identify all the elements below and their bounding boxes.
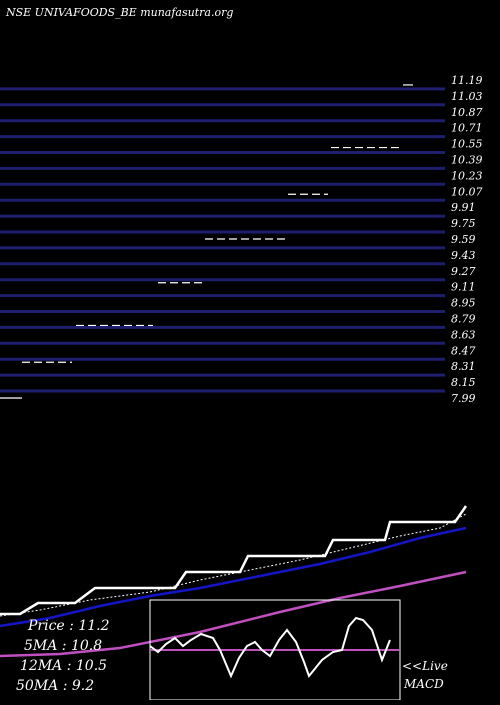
price-level-label-8: 9.91 [451, 201, 476, 214]
macd-line [149, 616, 391, 679]
price-line [0, 505, 468, 616]
legend-ma50: 50MA : 9.2 [16, 678, 94, 694]
legend-price: Price : 11.2 [27, 618, 110, 634]
ma5-line [0, 513, 467, 617]
price-level-label-2: 10.87 [451, 106, 483, 119]
price-level-label-10: 9.59 [451, 233, 476, 246]
chart-title: NSE UNIVAFOODS_BE munafasutra.org [5, 6, 233, 19]
price-level-label-7: 10.07 [451, 185, 483, 198]
price-level-label-12: 9.27 [451, 265, 476, 278]
price-level-label-11: 9.43 [451, 249, 476, 262]
ma12-line [0, 526, 467, 628]
price-level-label-14: 8.95 [451, 297, 476, 310]
ma50-line [0, 570, 467, 658]
macd-live-label: <<Live [402, 659, 448, 673]
price-level-label-1: 11.03 [451, 90, 483, 103]
price-level-label-20: 7.99 [451, 392, 476, 405]
price-level-label-5: 10.39 [451, 154, 483, 167]
price-level-label-13: 9.11 [451, 281, 476, 294]
price-level-label-4: 10.55 [451, 138, 483, 151]
price-level-label-16: 8.63 [451, 328, 476, 341]
legend-ma12: 12MA : 10.5 [20, 658, 107, 674]
price-level-label-17: 8.47 [451, 344, 476, 357]
price-level-label-0: 11.19 [451, 74, 483, 87]
price-level-label-15: 8.79 [451, 313, 476, 326]
macd-label: MACD [403, 677, 444, 691]
price-level-label-18: 8.31 [451, 360, 476, 373]
price-level-label-9: 9.75 [451, 217, 476, 230]
legend-ma5: 5MA : 10.8 [24, 638, 102, 654]
price-level-label-6: 10.23 [451, 169, 483, 182]
price-level-label-3: 10.71 [451, 122, 483, 135]
price-level-label-19: 8.15 [451, 376, 476, 389]
